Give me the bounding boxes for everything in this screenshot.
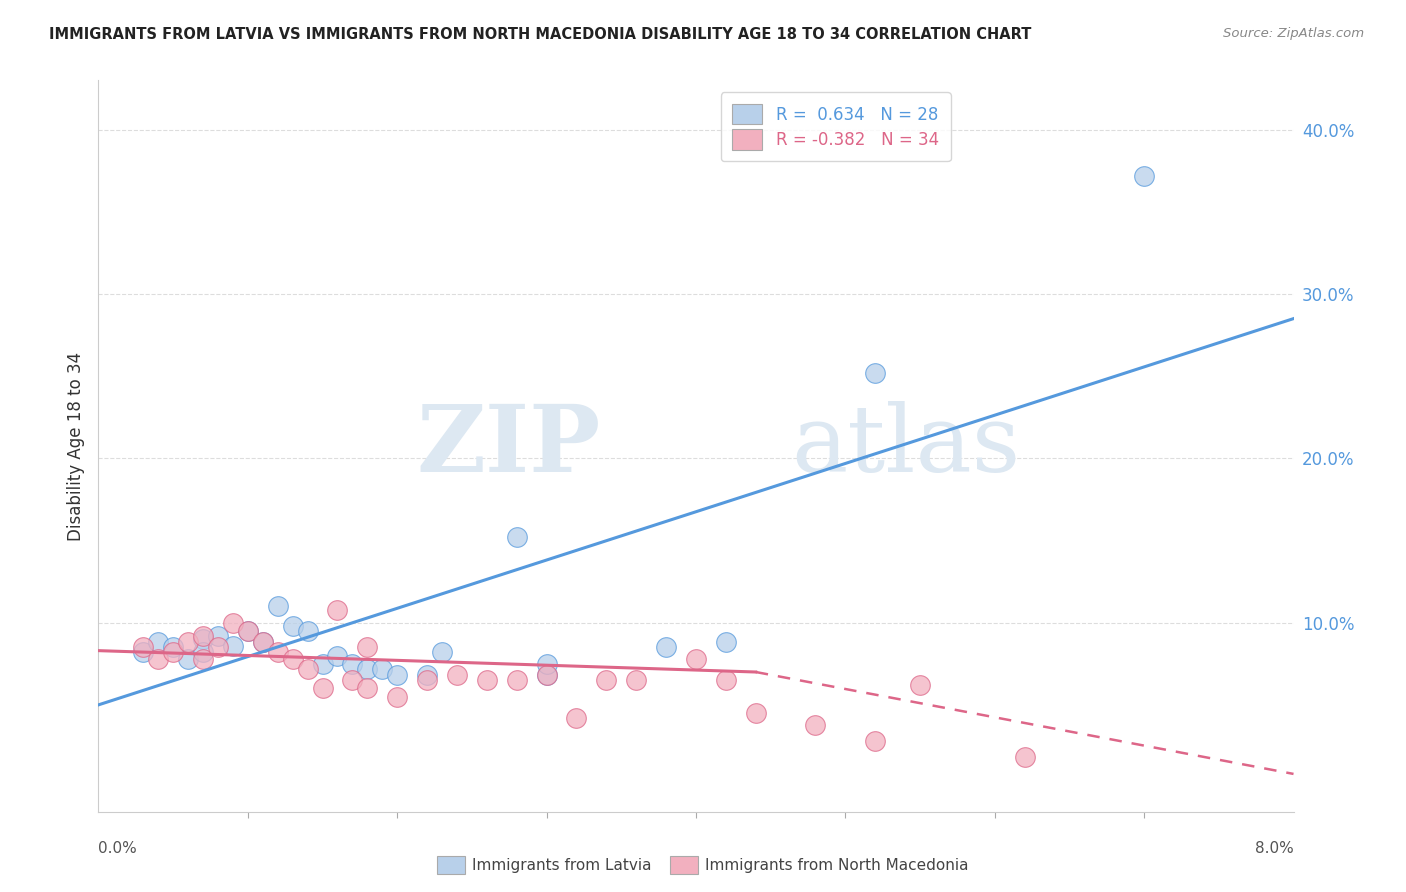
- Point: [191, 645, 214, 659]
- Point: [267, 599, 290, 614]
- Point: [132, 640, 155, 655]
- Text: 0.0%: 0.0%: [98, 841, 138, 856]
- Point: [536, 657, 558, 671]
- Point: [281, 619, 304, 633]
- Point: [908, 678, 931, 692]
- Point: [252, 635, 274, 649]
- Point: [446, 668, 468, 682]
- Point: [506, 673, 529, 688]
- Point: [177, 635, 200, 649]
- Point: [356, 662, 378, 676]
- Point: [236, 624, 259, 638]
- Point: [475, 673, 498, 688]
- Point: [595, 673, 617, 688]
- Point: [714, 635, 737, 649]
- Point: [311, 657, 333, 671]
- Point: [342, 673, 364, 688]
- Text: ZIP: ZIP: [416, 401, 600, 491]
- Point: [191, 652, 214, 666]
- Point: [685, 652, 707, 666]
- Point: [132, 645, 155, 659]
- Point: [356, 681, 378, 696]
- Point: [536, 668, 558, 682]
- Point: [342, 657, 364, 671]
- Point: [506, 530, 529, 544]
- Point: [326, 602, 349, 616]
- Point: [162, 645, 184, 659]
- Point: [252, 635, 274, 649]
- Point: [865, 734, 887, 748]
- Point: [385, 668, 409, 682]
- Point: [191, 632, 214, 647]
- Point: [371, 662, 394, 676]
- Point: [281, 652, 304, 666]
- Point: [565, 711, 588, 725]
- Point: [416, 668, 439, 682]
- Point: [207, 640, 229, 655]
- Legend: R =  0.634   N = 28, R = -0.382   N = 34: R = 0.634 N = 28, R = -0.382 N = 34: [721, 92, 950, 161]
- Point: [804, 717, 827, 731]
- Text: 8.0%: 8.0%: [1254, 841, 1294, 856]
- Point: [222, 615, 245, 630]
- Point: [222, 639, 245, 653]
- Text: IMMIGRANTS FROM LATVIA VS IMMIGRANTS FROM NORTH MACEDONIA DISABILITY AGE 18 TO 3: IMMIGRANTS FROM LATVIA VS IMMIGRANTS FRO…: [49, 27, 1032, 42]
- Point: [356, 640, 378, 655]
- Text: Source: ZipAtlas.com: Source: ZipAtlas.com: [1223, 27, 1364, 40]
- Point: [236, 624, 259, 638]
- Point: [430, 645, 453, 659]
- Legend: Immigrants from Latvia, Immigrants from North Macedonia: Immigrants from Latvia, Immigrants from …: [432, 850, 974, 880]
- Point: [191, 629, 214, 643]
- Y-axis label: Disability Age 18 to 34: Disability Age 18 to 34: [66, 351, 84, 541]
- Point: [267, 645, 290, 659]
- Point: [177, 652, 200, 666]
- Point: [148, 652, 170, 666]
- Point: [1133, 169, 1156, 183]
- Point: [148, 635, 170, 649]
- Point: [297, 624, 319, 638]
- Point: [416, 673, 439, 688]
- Point: [1014, 750, 1036, 764]
- Point: [865, 366, 887, 380]
- Point: [655, 640, 678, 655]
- Point: [297, 662, 319, 676]
- Text: atlas: atlas: [792, 401, 1021, 491]
- Point: [311, 681, 333, 696]
- Point: [714, 673, 737, 688]
- Point: [326, 648, 349, 663]
- Point: [536, 668, 558, 682]
- Point: [207, 629, 229, 643]
- Point: [745, 706, 768, 720]
- Point: [626, 673, 648, 688]
- Point: [162, 640, 184, 655]
- Point: [385, 690, 409, 704]
